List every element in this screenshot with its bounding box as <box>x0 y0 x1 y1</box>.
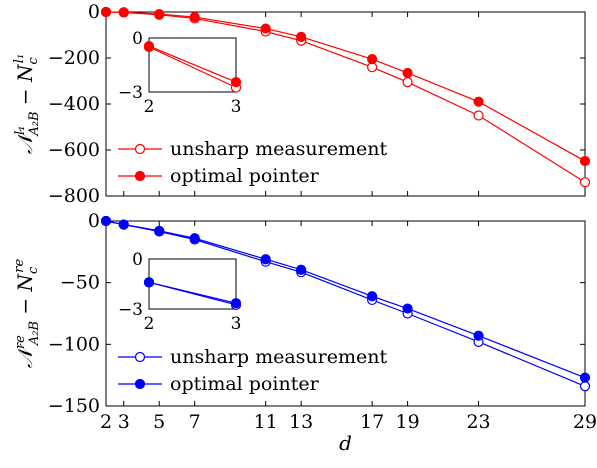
data-point <box>154 225 165 236</box>
data-point <box>100 215 112 227</box>
inset-series-line <box>148 45 237 83</box>
inset-data-point <box>143 277 155 288</box>
y-tick-label: −150 <box>48 395 100 417</box>
legend-label: optimal pointer <box>170 373 320 395</box>
series-line-2 <box>105 11 586 162</box>
inset-series-line <box>148 281 237 304</box>
data-point <box>189 233 200 244</box>
x-tick-label: 17 <box>360 411 384 433</box>
data-point <box>118 7 129 18</box>
legend: unsharp measurement optimal pointer <box>118 346 387 395</box>
series-line-2 <box>105 220 586 379</box>
data-point <box>189 11 200 23</box>
data-point <box>579 372 591 383</box>
inset-x-tick-label: 3 <box>231 97 242 117</box>
data-point <box>579 381 591 392</box>
inset-x-tick-label: 2 <box>144 314 155 334</box>
data-point <box>402 303 413 314</box>
inset-data-point <box>230 76 242 88</box>
legend-marker <box>134 170 146 182</box>
y-tick-label: 0 <box>88 210 100 232</box>
data-point <box>296 31 307 42</box>
y-tick-label: 0 <box>88 1 100 23</box>
y-axis-label: 𝒩reA₂B − Ncre <box>12 258 42 368</box>
inset-frame <box>148 37 237 93</box>
inset-y-tick-label: 0 <box>132 29 143 49</box>
data-point <box>100 6 112 18</box>
legend-label: unsharp measurement <box>170 346 387 368</box>
data-point <box>402 67 413 79</box>
x-tick-label: 7 <box>189 411 201 433</box>
data-point <box>367 291 378 302</box>
chart-panel-1: 0 −200 −400 −600 −800 𝒩l₁A₂B − Ncl₁ 0 −32 3 unsha… <box>12 1 591 207</box>
legend-label: optimal pointer <box>170 165 320 187</box>
data-point <box>473 96 484 107</box>
inset-data-point <box>143 40 155 52</box>
legend-marker <box>134 143 146 155</box>
y-tick-label: −600 <box>48 139 100 161</box>
data-point <box>154 8 165 20</box>
data-point <box>260 23 271 34</box>
inset-data-point <box>230 298 242 309</box>
inset-x-tick-label: 2 <box>144 97 155 117</box>
x-tick-label: 11 <box>254 411 278 433</box>
y-tick-label: −800 <box>48 185 100 207</box>
x-tick-label: 13 <box>289 411 313 433</box>
data-point <box>402 77 413 88</box>
data-point <box>579 177 591 188</box>
y-tick-label: −200 <box>48 47 100 69</box>
inset-plot: 0 −32 3 <box>118 29 241 117</box>
data-point <box>579 155 591 167</box>
inset-y-tick-label: −3 <box>118 300 143 320</box>
data-point <box>367 54 378 65</box>
inset-plot: 0 −32 3 <box>118 250 241 334</box>
y-tick-label: −100 <box>48 333 100 355</box>
y-tick-label: −400 <box>48 93 100 115</box>
data-point <box>473 110 484 121</box>
x-tick-label: 19 <box>395 411 419 433</box>
x-tick-label: 23 <box>466 411 490 433</box>
inset-series-line <box>148 46 237 89</box>
data-point <box>473 330 484 341</box>
inset-x-tick-label: 3 <box>231 314 242 334</box>
inset-y-tick-label: 0 <box>132 250 143 270</box>
legend-marker <box>134 378 146 390</box>
x-axis-label: d <box>339 431 352 455</box>
x-tick-label: 5 <box>153 411 165 433</box>
inset-y-tick-label: −3 <box>118 83 143 103</box>
y-axis-label: 𝒩l₁A₂B − Ncl₁ <box>12 54 42 154</box>
legend-label: unsharp measurement <box>170 138 387 160</box>
x-tick-label: 29 <box>573 411 597 433</box>
x-tick-label: 3 <box>118 411 130 433</box>
legend: unsharp measurement optimal pointer <box>118 138 387 187</box>
data-point <box>118 219 129 230</box>
data-point <box>260 254 271 265</box>
y-tick-label: −50 <box>60 272 100 294</box>
data-point <box>296 264 307 275</box>
plot-frame <box>105 220 586 407</box>
x-tick-label: 2 <box>100 411 112 433</box>
legend-marker <box>134 351 146 363</box>
